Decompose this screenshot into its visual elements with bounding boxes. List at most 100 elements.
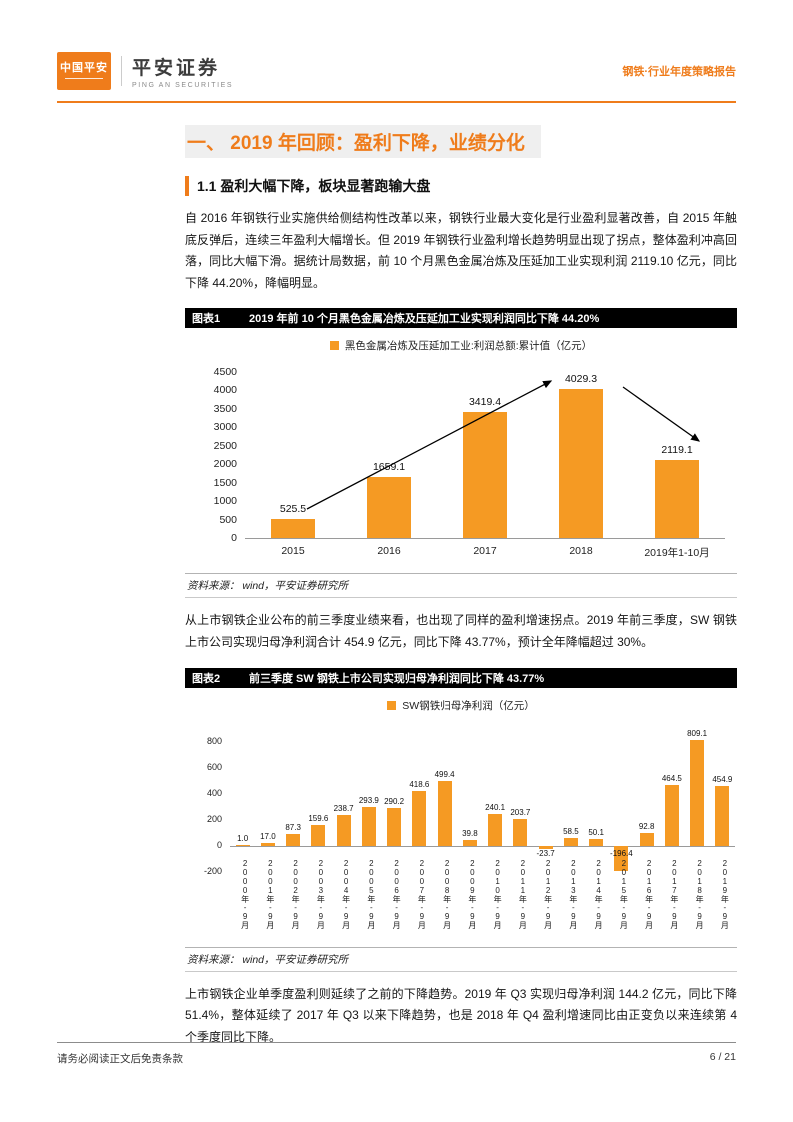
x-tick-label: 2005年-9月 <box>366 858 376 929</box>
x-tick-label: 2009年-9月 <box>467 858 477 929</box>
bar-value-label: 58.5 <box>563 826 579 836</box>
y-tick-label: 1000 <box>213 495 237 508</box>
bar-value-label: 203.7 <box>510 808 531 818</box>
bar-value-label: 464.5 <box>661 774 682 784</box>
x-tick-label: 2017 <box>473 545 497 558</box>
chart2-header: 图表2 前三季度 SW 钢铁上市公司实现归母净利润同比下降 43.77% <box>185 667 737 688</box>
y-tick-label: 800 <box>206 735 222 746</box>
bar-value-label: 17.0 <box>260 832 276 842</box>
bar-value-label: 499.4 <box>434 769 455 779</box>
bar <box>311 824 326 846</box>
bar-value-label: 39.8 <box>462 829 478 839</box>
x-tick-label: 2018 <box>569 545 593 558</box>
bar-value-label: 92.8 <box>638 822 655 832</box>
paragraph-3: 上市钢铁企业单季度盈利则延续了之前的下降趋势。2019 年 Q3 实现归母净利润… <box>185 986 737 1044</box>
chart2-title: 前三季度 SW 钢铁上市公司实现归母净利润同比下降 43.77% <box>249 672 545 685</box>
y-tick-label: 4000 <box>213 384 237 397</box>
bar-value-label: 159.6 <box>308 813 329 823</box>
x-tick-label: 2012年-9月 <box>543 858 553 929</box>
legend-swatch-icon <box>387 700 397 710</box>
y-tick-label: 600 <box>206 761 222 772</box>
bar-value-label: 1.0 <box>237 834 249 844</box>
chart1-source: 资料来源： wind，平安证券研究所 <box>185 573 737 599</box>
bar-value-label: 2119.1 <box>661 443 693 456</box>
bar <box>286 834 301 846</box>
header-divider <box>121 56 122 86</box>
bar <box>559 389 603 539</box>
chart1: 图表1 2019 年前 10 个月黑色金属冶炼及压延加工业实现利润同比下降 44… <box>185 308 737 599</box>
bar-value-label: -196.4 <box>610 848 633 858</box>
x-tick-label: 2006年-9月 <box>392 858 402 929</box>
chart2-plot: -200 0 200 400 600 800 2000年-9月 1.0 2001年-9月 17.0… <box>185 719 737 941</box>
paragraph-2: 从上市钢铁企业公布的前三季度业绩来看，也出现了同样的盈利增速拐点。2019 年前… <box>185 613 737 649</box>
x-tick-label: 2007年-9月 <box>417 858 427 929</box>
chart1-legend: 黑色金属冶炼及压延加工业:利润总额:累计值（亿元） <box>185 338 737 353</box>
y-tick-label: -200 <box>203 865 222 876</box>
x-tick-label: 2000年-9月 <box>240 858 250 929</box>
bar <box>367 476 411 539</box>
bar <box>361 807 376 846</box>
y-tick-label: 3000 <box>213 421 237 434</box>
bar <box>271 518 315 539</box>
pingan-logo: 中国平安 <box>57 52 111 90</box>
fall-trend-arrow <box>622 386 701 443</box>
y-tick-label: 2500 <box>213 439 237 452</box>
brand-subtitle: PING AN SECURITIES <box>132 82 234 89</box>
x-tick-label: 2010年-9月 <box>493 858 503 929</box>
x-tick-label: 2001年-9月 <box>265 858 275 929</box>
report-tag: 钢铁·行业年度策略报告 <box>622 66 736 78</box>
y-tick-label: 0 <box>231 532 237 545</box>
x-tick-label: 2019年-9月 <box>720 858 730 929</box>
x-tick-label: 2011年-9月 <box>518 858 528 929</box>
brand-name: 平安证券 <box>132 58 221 79</box>
chart2-legend-label: SW钢铁归母净利润（亿元） <box>402 699 535 712</box>
bar-value-label: -23.7 <box>536 848 555 858</box>
bar-value-label: 50.1 <box>588 828 604 838</box>
bar-value-label: 238.7 <box>333 803 354 813</box>
bar <box>513 819 528 846</box>
footer-disclaimer: 请务必阅读正文后免责条款 <box>57 1053 183 1065</box>
bar-value-label: 293.9 <box>358 796 379 806</box>
chart2: 图表2 前三季度 SW 钢铁上市公司实现归母净利润同比下降 43.77% SW钢… <box>185 667 737 972</box>
bar <box>462 840 477 846</box>
x-tick-label: 2015 <box>281 545 305 558</box>
x-tick-label: 2016年-9月 <box>644 858 654 929</box>
chart2-legend: SW钢铁归母净利润（亿元） <box>185 698 737 713</box>
x-tick-label: 2018年-9月 <box>695 858 705 929</box>
bar <box>589 839 604 846</box>
bar-value-label: 240.1 <box>485 803 506 813</box>
bar-value-label: 525.5 <box>279 502 307 515</box>
x-tick-label: 2019年1-10月 <box>644 547 710 560</box>
paragraph-1: 自 2016 年钢铁行业实施供给侧结构性改革以来，钢铁行业最大变化是行业盈利显著… <box>185 211 737 290</box>
x-tick-label: 2004年-9月 <box>341 858 351 929</box>
chart1-label: 图表1 <box>192 313 221 326</box>
brand-text: 平安证券 PING AN SECURITIES <box>132 53 233 89</box>
y-tick-label: 1500 <box>213 476 237 489</box>
y-tick-label: 3500 <box>213 402 237 415</box>
legend-swatch-icon <box>329 341 339 351</box>
bar <box>412 791 427 846</box>
bar-value-label: 87.3 <box>285 823 301 833</box>
bar-value-label: 290.2 <box>384 796 405 806</box>
logo-subtext-line <box>64 78 104 83</box>
page-footer: 请务必阅读正文后免责条款 6 / 21 <box>57 1042 736 1066</box>
bar <box>715 786 730 846</box>
bar-value-label: 809.1 <box>687 729 708 739</box>
x-tick-label: 2017年-9月 <box>669 858 679 929</box>
subsection-title: 1.1 盈利大幅下降，板块显著跑输大盘 <box>185 176 737 196</box>
x-tick-label: 2003年-9月 <box>316 858 326 929</box>
bar-value-label: 454.9 <box>712 775 733 785</box>
y-tick-label: 400 <box>206 787 222 798</box>
content: 一、 2019 年回顾：盈利下降，业绩分化 1.1 盈利大幅下降，板块显著跑输大… <box>185 103 737 1048</box>
y-tick-label: 4500 <box>213 365 237 378</box>
bar <box>437 780 452 846</box>
page-header: 中国平安 平安证券 PING AN SECURITIES 钢铁·行业年度策略报告 <box>57 52 736 90</box>
bar <box>260 843 275 846</box>
y-tick-label: 500 <box>219 513 237 526</box>
x-tick-label: 2008年-9月 <box>442 858 452 929</box>
chart2-label: 图表2 <box>192 672 221 685</box>
bar <box>463 411 507 539</box>
x-axis-line <box>230 845 735 847</box>
bar <box>563 837 578 846</box>
